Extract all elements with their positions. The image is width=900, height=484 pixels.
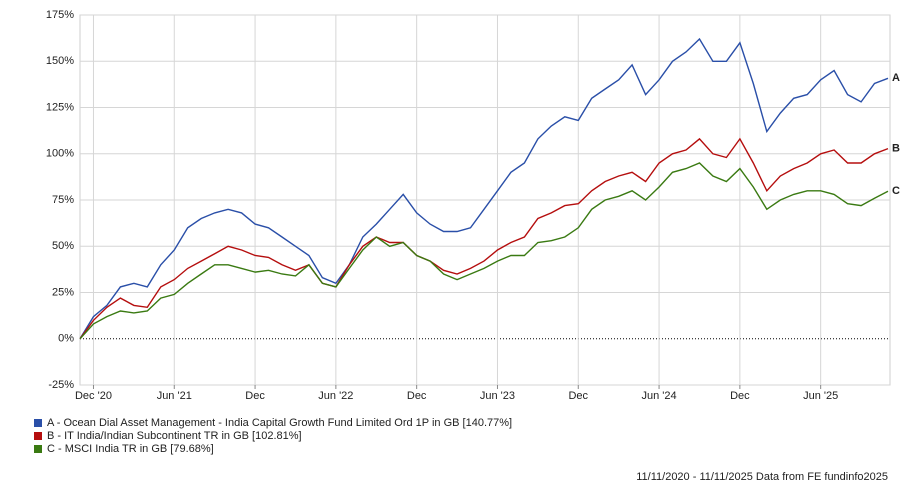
y-tick-label: 125% <box>46 101 74 113</box>
end-label: A <box>892 72 900 84</box>
y-tick-label: 50% <box>52 240 74 252</box>
footnote: 11/11/2020 - 11/11/2025 Data from FE fun… <box>636 471 888 483</box>
x-tick-label: Dec <box>245 390 265 402</box>
series-line <box>79 162 889 340</box>
legend-label: C - MSCI India TR in GB [79.68%] <box>47 443 214 455</box>
x-tick-label: Jun '23 <box>480 390 515 402</box>
y-tick-label: 150% <box>46 55 74 67</box>
x-tick-label: Dec <box>568 390 588 402</box>
legend-swatch <box>34 419 42 427</box>
legend-swatch <box>34 432 42 440</box>
y-tick-label: -25% <box>48 379 74 391</box>
y-tick-label: 175% <box>46 9 74 21</box>
x-tick-label: Dec <box>407 390 427 402</box>
x-tick-label: Jun '21 <box>157 390 192 402</box>
x-tick-label: Jun '24 <box>641 390 676 402</box>
x-tick-label: Dec '20 <box>75 390 112 402</box>
series-line <box>79 137 889 340</box>
legend-label: A - Ocean Dial Asset Management - India … <box>47 417 512 429</box>
y-tick-label: 75% <box>52 194 74 206</box>
x-tick-label: Jun '25 <box>803 390 838 402</box>
end-label: C <box>892 185 900 197</box>
legend-label: B - IT India/Indian Subcontinent TR in G… <box>47 430 302 442</box>
end-label: B <box>892 142 900 154</box>
y-tick-label: 25% <box>52 286 74 298</box>
y-tick-label: 100% <box>46 148 74 160</box>
x-tick-label: Dec <box>730 390 750 402</box>
x-tick-label: Jun '22 <box>318 390 353 402</box>
y-tick-label: 0% <box>58 333 74 345</box>
series-line <box>79 37 889 340</box>
legend-swatch <box>34 445 42 453</box>
